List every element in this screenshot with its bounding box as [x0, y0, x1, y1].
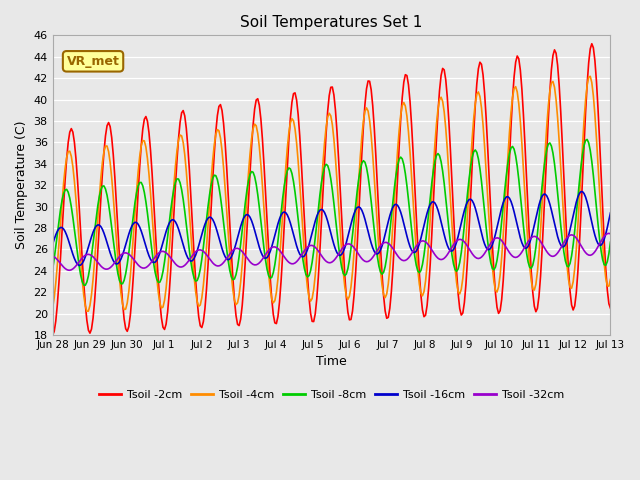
Tsoil -4cm: [83, 308, 91, 314]
Tsoil -8cm: [49, 266, 56, 272]
Tsoil -16cm: [76, 263, 83, 268]
Tsoil -2cm: [49, 332, 56, 338]
Tsoil -4cm: [216, 135, 224, 141]
Tsoil -2cm: [575, 242, 583, 248]
Line: Tsoil -4cm: Tsoil -4cm: [52, 76, 611, 311]
X-axis label: Time: Time: [316, 355, 347, 368]
Tsoil -8cm: [294, 216, 302, 222]
Tsoil -2cm: [292, 97, 300, 103]
Tsoil -8cm: [119, 281, 127, 287]
Tsoil -4cm: [577, 169, 585, 175]
Tsoil -8cm: [244, 178, 252, 184]
Tsoil -8cm: [81, 282, 89, 288]
Tsoil -32cm: [605, 230, 612, 236]
Tsoil -2cm: [234, 322, 241, 327]
Tsoil -4cm: [236, 292, 243, 298]
Tsoil -4cm: [294, 158, 302, 164]
Legend: Tsoil -2cm, Tsoil -4cm, Tsoil -8cm, Tsoil -16cm, Tsoil -32cm: Tsoil -2cm, Tsoil -4cm, Tsoil -8cm, Tsoi…: [95, 385, 568, 404]
Tsoil -16cm: [244, 212, 252, 218]
Tsoil -8cm: [216, 194, 224, 200]
Line: Tsoil -2cm: Tsoil -2cm: [52, 44, 611, 335]
Line: Tsoil -8cm: Tsoil -8cm: [52, 140, 611, 285]
Tsoil -16cm: [236, 229, 243, 235]
Title: Soil Temperatures Set 1: Soil Temperatures Set 1: [241, 15, 423, 30]
Tsoil -8cm: [236, 253, 243, 259]
Tsoil -8cm: [583, 137, 591, 143]
Line: Tsoil -16cm: Tsoil -16cm: [52, 192, 611, 265]
Tsoil -2cm: [243, 229, 251, 235]
Tsoil -4cm: [119, 301, 127, 307]
Tsoil -16cm: [579, 189, 586, 194]
Tsoil -8cm: [607, 239, 614, 245]
Text: VR_met: VR_met: [67, 55, 120, 68]
Tsoil -4cm: [49, 305, 56, 311]
Tsoil -2cm: [215, 104, 223, 109]
Tsoil -32cm: [244, 257, 252, 263]
Tsoil -32cm: [119, 251, 127, 257]
Tsoil -8cm: [577, 164, 585, 170]
Tsoil -16cm: [294, 248, 302, 253]
Tsoil -2cm: [607, 305, 614, 311]
Tsoil -16cm: [607, 210, 614, 216]
Tsoil -4cm: [244, 171, 252, 177]
Tsoil -32cm: [216, 263, 224, 268]
Tsoil -32cm: [577, 242, 585, 248]
Tsoil -32cm: [607, 231, 614, 237]
Tsoil -16cm: [49, 241, 56, 247]
Tsoil -2cm: [588, 41, 596, 47]
Tsoil -16cm: [577, 189, 585, 194]
Tsoil -32cm: [49, 253, 56, 259]
Tsoil -2cm: [117, 279, 125, 285]
Y-axis label: Soil Temperature (C): Soil Temperature (C): [15, 121, 28, 250]
Tsoil -4cm: [586, 73, 594, 79]
Tsoil -16cm: [216, 240, 224, 246]
Line: Tsoil -32cm: Tsoil -32cm: [52, 233, 611, 270]
Tsoil -16cm: [119, 252, 127, 258]
Tsoil -4cm: [607, 276, 614, 282]
Tsoil -32cm: [236, 246, 243, 252]
Tsoil -32cm: [66, 267, 74, 273]
Tsoil -32cm: [294, 257, 302, 263]
